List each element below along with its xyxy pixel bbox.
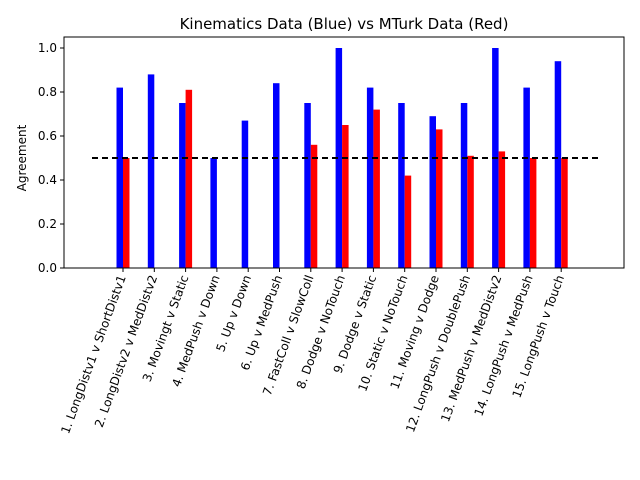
red-bar-9	[373, 109, 380, 268]
blue-bar-4	[210, 158, 217, 268]
blue-bar-7	[304, 103, 311, 268]
blue-bar-11	[429, 116, 436, 268]
red-bar-1	[123, 158, 130, 268]
blue-bar-9	[366, 87, 374, 268]
plot-area: 0.00.20.40.60.81.01. LongDistv1 v ShortD…	[38, 36, 625, 436]
red-bar-7	[310, 144, 318, 268]
red-bar-3	[185, 89, 193, 268]
blue-bar-15	[554, 61, 562, 269]
blue-bar-3	[179, 103, 186, 268]
red-bar-10	[404, 175, 412, 268]
red-bar-13	[498, 151, 506, 268]
red-bar-11	[436, 129, 443, 268]
chart-title: Kinematics Data (Blue) vs MTurk Data (Re…	[180, 15, 509, 33]
blue-bar-5	[241, 120, 249, 268]
red-bar-14	[529, 158, 537, 268]
red-bar-15	[561, 158, 568, 268]
y-tick-label: 0.0	[38, 261, 57, 275]
blue-bar-14	[523, 87, 530, 268]
y-axis-label: Agreement	[15, 124, 29, 191]
red-bar-12	[467, 155, 474, 268]
y-tick-label: 0.6	[38, 129, 57, 143]
blue-bar-6	[273, 83, 280, 268]
blue-bar-12	[460, 103, 468, 268]
blue-bar-10	[398, 103, 405, 268]
blue-bar-8	[335, 48, 343, 268]
y-tick-label: 0.2	[38, 217, 57, 231]
axes-frame	[63, 36, 625, 269]
blue-bar-1	[116, 87, 123, 268]
y-tick-label: 0.4	[38, 173, 57, 187]
red-bar-8	[342, 125, 349, 268]
y-tick-label: 0.8	[38, 85, 57, 99]
blue-bar-2	[147, 74, 155, 269]
x-category-label: 14. LongPush v MedPush	[472, 273, 536, 418]
y-tick-label: 1.0	[38, 41, 57, 55]
